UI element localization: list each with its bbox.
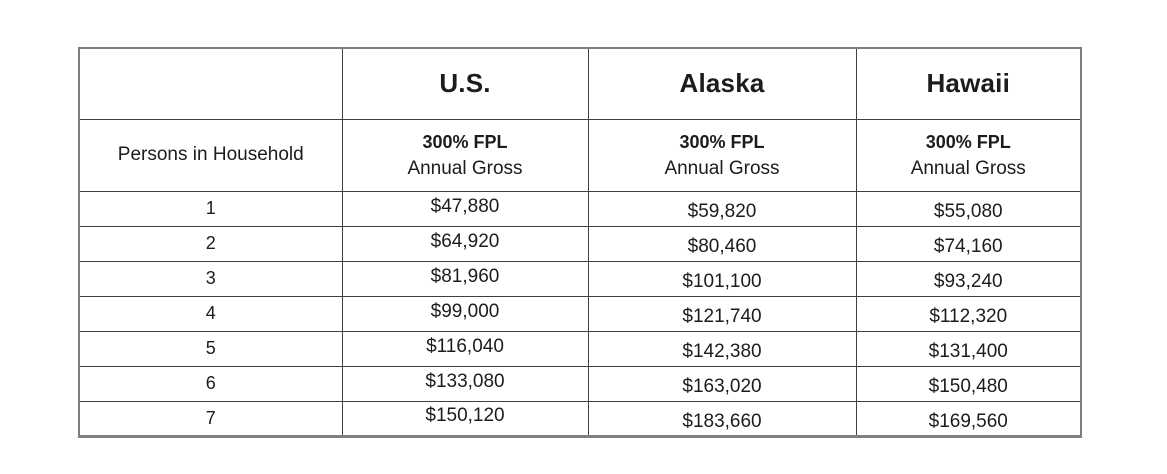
persons-cell: 5: [78, 330, 343, 367]
annual-gross-label: Annual Gross: [407, 157, 523, 179]
subheader-row: Persons in Household 300% FPL Annual Gro…: [78, 118, 1082, 192]
us-value-cell: $64,920: [341, 225, 589, 262]
hawaii-value-cell: $131,400: [855, 330, 1082, 367]
us-value-cell: $116,040: [341, 330, 589, 367]
table-row: 6 $133,080 $163,020 $150,480: [78, 365, 1082, 402]
us-value-cell: $150,120: [341, 400, 589, 437]
hawaii-value-cell: $169,560: [855, 400, 1082, 437]
us-value-cell: $99,000: [341, 295, 589, 332]
hawaii-value-cell: $74,160: [855, 225, 1082, 262]
table-row: 5 $116,040 $142,380 $131,400: [78, 330, 1082, 367]
region-header-hawaii: Hawaii: [855, 47, 1082, 120]
subheader-cell-hawaii: 300% FPL Annual Gross: [855, 118, 1082, 192]
fpl-percent-label: 300% FPL: [925, 131, 1011, 152]
us-value-cell: $133,080: [341, 365, 589, 402]
hawaii-value-cell: $150,480: [855, 365, 1082, 402]
annual-gross-label: Annual Gross: [664, 157, 780, 179]
alaska-value-cell: $101,100: [587, 260, 857, 297]
alaska-value-cell: $80,460: [587, 225, 857, 262]
persons-cell: 7: [78, 400, 343, 437]
hawaii-value-cell: $93,240: [855, 260, 1082, 297]
subheader-cell-us: 300% FPL Annual Gross: [341, 118, 589, 192]
us-value-cell: $47,880: [341, 190, 589, 227]
persons-cell: 2: [78, 225, 343, 262]
persons-cell: 4: [78, 295, 343, 332]
subheader-cell-alaska: 300% FPL Annual Gross: [587, 118, 857, 192]
hawaii-value-cell: $112,320: [855, 295, 1082, 332]
hawaii-value-cell: $55,080: [855, 190, 1082, 227]
fpl-percent-label: 300% FPL: [679, 131, 765, 152]
table-row: 7 $150,120 $183,660 $169,560: [78, 400, 1082, 437]
table-row: 4 $99,000 $121,740 $112,320: [78, 295, 1082, 332]
us-value-cell: $81,960: [341, 260, 589, 297]
persons-cell: 6: [78, 365, 343, 402]
table-row: 1 $47,880 $59,820 $55,080: [78, 190, 1082, 227]
region-header-row: U.S. Alaska Hawaii: [78, 47, 1082, 120]
persons-cell: 1: [78, 190, 343, 227]
region-header-us: U.S.: [341, 47, 589, 120]
alaska-value-cell: $121,740: [587, 295, 857, 332]
table-row: 2 $64,920 $80,460 $74,160: [78, 225, 1082, 262]
alaska-value-cell: $59,820: [587, 190, 857, 227]
fpl-table: U.S. Alaska Hawaii Persons in Household …: [78, 47, 1082, 438]
alaska-value-cell: $183,660: [587, 400, 857, 437]
table-row: 3 $81,960 $101,100 $93,240: [78, 260, 1082, 297]
fpl-percent-label: 300% FPL: [422, 131, 508, 152]
persons-header-cell: Persons in Household: [78, 118, 343, 192]
empty-corner-cell: [78, 47, 343, 120]
alaska-value-cell: $142,380: [587, 330, 857, 367]
persons-cell: 3: [78, 260, 343, 297]
region-header-alaska: Alaska: [587, 47, 857, 120]
annual-gross-label: Annual Gross: [910, 157, 1026, 179]
alaska-value-cell: $163,020: [587, 365, 857, 402]
